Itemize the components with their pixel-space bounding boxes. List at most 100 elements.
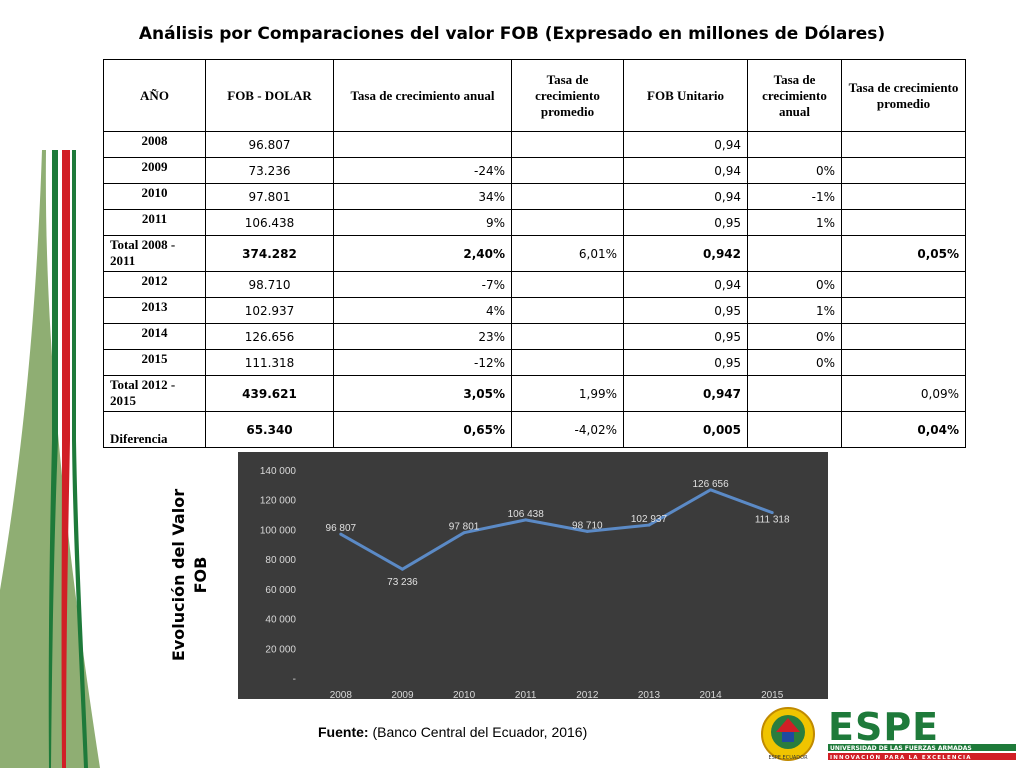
espe-seal-icon: ESPE ECUADOR (761, 707, 815, 761)
data-label: 126 656 (692, 479, 729, 490)
x-tick-label: 2013 (638, 690, 661, 699)
cell-year: 2015 (103, 349, 206, 376)
table-row: 2012 98.710 -7% 0,94 0% (103, 271, 966, 298)
data-label: 96 807 (326, 523, 357, 534)
page-title: Análisis por Comparaciones del valor FOB… (138, 24, 886, 44)
cell-fob: 102.937 (205, 297, 334, 324)
data-point (770, 511, 774, 515)
cell-fob: 111.318 (205, 349, 334, 376)
x-tick-label: 2015 (761, 690, 784, 699)
cell-tca: 2,40% (333, 235, 512, 272)
x-tick-label: 2008 (330, 690, 353, 699)
x-tick-label: 2010 (453, 690, 476, 699)
cell-tca2: 1% (747, 209, 842, 236)
cell-tca2 (747, 375, 842, 412)
cell-year: 2008 (103, 131, 206, 158)
cell-fob: 97.801 (205, 183, 334, 210)
table-row: Diferencia 65.340 0,65% -4,02% 0,005 0,04% (103, 411, 966, 448)
y-tick-label: - (293, 674, 296, 685)
chart-background (238, 452, 828, 699)
cell-tcp (511, 271, 624, 298)
x-tick-label: 2009 (391, 690, 414, 699)
cell-tcp (511, 349, 624, 376)
x-tick-label: 2011 (515, 690, 537, 699)
cell-tcp (511, 297, 624, 324)
cell-tca2: 0% (747, 323, 842, 350)
cell-tcp2: 0,09% (841, 375, 966, 412)
cell-tca: -7% (333, 271, 512, 298)
cell-tca2: 0% (747, 271, 842, 298)
source-text: (Banco Central del Ecuador, 2016) (372, 724, 588, 740)
cell-unit: 0,95 (623, 209, 748, 236)
y-tick-label: 80 000 (265, 555, 296, 566)
cell-fob: 374.282 (205, 235, 334, 272)
y-tick-label: 60 000 (265, 585, 296, 596)
data-point (339, 532, 343, 536)
cell-tcp2: 0,04% (841, 411, 966, 448)
data-label: 106 438 (508, 509, 545, 520)
cell-tcp (511, 323, 624, 350)
header-growth-avg: Tasa de crecimiento promedio (511, 59, 624, 132)
cell-unit: 0,94 (623, 183, 748, 210)
cell-tca: 3,05% (333, 375, 512, 412)
svg-text:INNOVACIÓN PARA LA EXCELENCIA: INNOVACIÓN PARA LA EXCELENCIA (830, 754, 972, 761)
cell-tca: -12% (333, 349, 512, 376)
cell-fob: 126.656 (205, 323, 334, 350)
y-tick-label: 100 000 (260, 525, 297, 536)
cell-year: 2013 (103, 297, 206, 324)
cell-unit: 0,94 (623, 271, 748, 298)
data-point (647, 523, 651, 527)
data-point (709, 488, 713, 492)
cell-fob: 96.807 (205, 131, 334, 158)
data-point (585, 529, 589, 533)
table-row: 2013 102.937 4% 0,95 1% (103, 297, 966, 324)
header-year: AÑO (103, 59, 206, 132)
table-row: 2010 97.801 34% 0,94 -1% (103, 183, 966, 210)
cell-year: 2014 (103, 323, 206, 350)
cell-tca: 4% (333, 297, 512, 324)
cell-tcp2 (841, 183, 966, 210)
cell-fob: 73.236 (205, 157, 334, 184)
cell-tca2 (747, 131, 842, 158)
cell-tca: -24% (333, 157, 512, 184)
cell-tca2 (747, 235, 842, 272)
espe-logo: ESPE ECUADOR ESPE UNIVERSIDAD DE LAS FUE… (761, 705, 1016, 761)
cell-tcp: 6,01% (511, 235, 624, 272)
table-row: 2015 111.318 -12% 0,95 0% (103, 349, 966, 376)
cell-unit: 0,947 (623, 375, 748, 412)
cell-fob: 106.438 (205, 209, 334, 236)
y-tick-label: 120 000 (260, 496, 297, 507)
data-point (400, 567, 404, 571)
cell-unit: 0,94 (623, 131, 748, 158)
chart-y-title: Evolución del Valor FOB (169, 488, 210, 662)
cell-fob: 439.621 (205, 375, 334, 412)
cell-year: Diferencia (103, 411, 206, 448)
x-tick-label: 2012 (576, 690, 599, 699)
data-point (524, 518, 528, 522)
svg-text:ESPE: ESPE (828, 705, 939, 749)
cell-tca2: 1% (747, 297, 842, 324)
cell-tcp (511, 209, 624, 236)
y-tick-label: 140 000 (260, 466, 297, 477)
cell-tca2: 0% (747, 349, 842, 376)
data-label: 102 937 (631, 514, 668, 525)
cell-tca2: -1% (747, 183, 842, 210)
x-tick-label: 2014 (699, 690, 722, 699)
svg-text:UNIVERSIDAD DE LAS FUERZAS ARM: UNIVERSIDAD DE LAS FUERZAS ARMADAS (830, 745, 972, 752)
data-label: 73 236 (387, 577, 418, 588)
series-line (340, 488, 773, 571)
fob-comparison-table: AÑO FOB - DOLAR Tasa de crecimiento anual T… (103, 59, 966, 448)
cell-tca2 (747, 411, 842, 448)
cell-unit: 0,005 (623, 411, 748, 448)
svg-text:ESPE ECUADOR: ESPE ECUADOR (768, 755, 808, 761)
table-header-row: AÑO FOB - DOLAR Tasa de crecimiento anual T… (103, 59, 966, 132)
header-fob-dolar: FOB - DOLAR (205, 59, 334, 132)
cell-year: Total 2008 - 2011 (103, 235, 206, 272)
y-tick-label: 40 000 (265, 615, 296, 626)
cell-tca: 0,65% (333, 411, 512, 448)
cell-tcp2 (841, 323, 966, 350)
cell-tca: 34% (333, 183, 512, 210)
cell-tca: 9% (333, 209, 512, 236)
cell-fob: 65.340 (205, 411, 334, 448)
header-fob-unit: FOB Unitario (623, 59, 748, 132)
